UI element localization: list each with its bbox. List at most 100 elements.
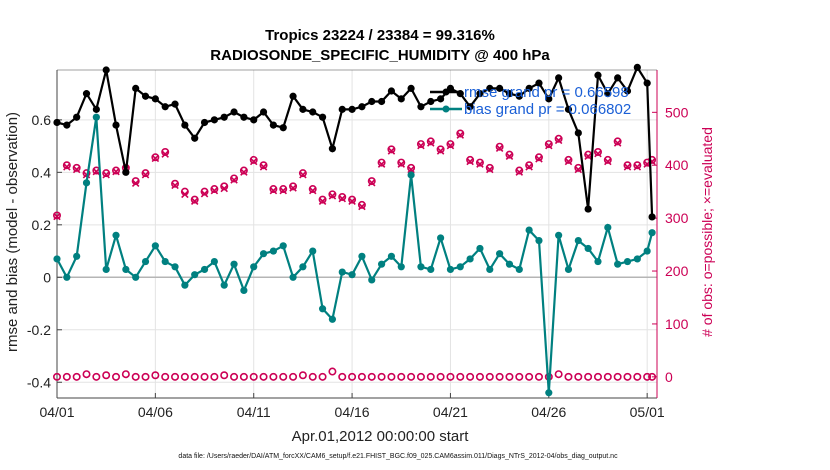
rmse-point — [171, 100, 179, 108]
obs-possible-point — [613, 137, 622, 146]
obs-evaluated-point — [377, 160, 386, 168]
obs-evaluated-point — [171, 181, 179, 190]
rmse-point — [358, 103, 366, 111]
bias-point — [604, 223, 612, 232]
obs-evaluated-point — [308, 186, 317, 195]
bias-point — [584, 244, 592, 253]
obs-possible-point — [416, 140, 425, 149]
obs-possible-point — [613, 372, 622, 381]
obs-possible-point — [475, 372, 484, 381]
right-y-tick-label: 200 — [665, 263, 689, 279]
y-axis-label: rmse and bias (model - observation) — [4, 112, 21, 352]
bias-point — [358, 252, 366, 260]
legend-bias-label: bias grand pr = 0.066802 — [464, 101, 631, 118]
obs-evaluated-point — [112, 167, 120, 176]
bias-point — [643, 247, 651, 255]
obs-possible-point — [249, 155, 258, 164]
rmse-point — [338, 105, 346, 113]
obs-evaluated-point — [259, 163, 268, 171]
bias-point — [377, 260, 386, 268]
obs-evaluated-point — [53, 212, 61, 221]
bias-point — [456, 263, 464, 271]
x-axis-label: Apr.01,2012 00:00:00 start — [292, 428, 470, 445]
bias-point — [309, 247, 317, 255]
obs-evaluated-point — [515, 168, 524, 176]
right-y-tick-label: 0 — [665, 369, 673, 385]
obs-possible-point — [200, 372, 209, 381]
obs-possible-point — [525, 372, 534, 381]
rmse-point — [535, 79, 543, 87]
bias-point — [112, 231, 120, 239]
obs-possible-point — [456, 129, 465, 138]
obs-possible-point — [456, 372, 465, 381]
obs-evaluated-point — [525, 163, 533, 171]
obs-possible-point — [367, 177, 376, 186]
bias-point — [279, 242, 287, 250]
obs-possible-point — [554, 134, 563, 143]
obs-evaluated-point — [190, 197, 199, 205]
obs-evaluated-point — [436, 147, 445, 155]
obs-possible-point — [495, 372, 504, 381]
obs-possible-point — [603, 155, 612, 164]
obs-possible-point — [564, 155, 573, 164]
y-tick-label: 0.4 — [32, 164, 52, 180]
bias-point — [505, 260, 514, 268]
obs-possible-point — [426, 372, 435, 381]
obs-evaluated-point — [230, 176, 238, 184]
bias-point — [259, 250, 268, 258]
obs-evaluated-point — [63, 163, 71, 171]
obs-possible-point — [416, 372, 425, 381]
obs-possible-point — [633, 161, 642, 170]
obs-possible-point — [62, 161, 71, 170]
bias-point — [92, 113, 100, 121]
bias-point — [564, 265, 573, 274]
y-tick-label: 0 — [43, 269, 51, 285]
obs-evaluated-point — [594, 149, 602, 158]
obs-possible-point — [210, 185, 219, 194]
obs-evaluated-point — [161, 150, 169, 158]
obs-possible-point — [377, 158, 386, 167]
obs-possible-point — [52, 372, 61, 381]
obs-evaluated-point — [574, 165, 583, 174]
bias-point — [181, 281, 189, 289]
obs-possible-point — [623, 161, 632, 170]
obs-possible-point — [92, 372, 101, 381]
rmse-point — [141, 92, 150, 100]
obs-possible-point — [328, 190, 337, 199]
obs-possible-point — [318, 372, 327, 381]
obs-evaluated-point — [240, 168, 248, 176]
bias-point — [318, 305, 327, 313]
rmse-point — [368, 97, 376, 106]
rmse-point — [269, 121, 277, 129]
obs-evaluated-point — [584, 152, 592, 160]
bias-point — [476, 244, 484, 253]
obs-possible-point — [171, 179, 180, 188]
rmse-point — [407, 84, 415, 92]
legend: rmse grand pr = 0.66598 bias grand pr = … — [430, 84, 631, 118]
obs-evaluated-point — [476, 160, 484, 168]
obs-possible-point — [180, 372, 189, 381]
right-y-tick-label: 300 — [665, 210, 689, 226]
bias-point — [171, 263, 179, 271]
right-y-tick-label: 400 — [665, 157, 689, 173]
obs-possible-point — [505, 372, 514, 381]
obs-possible-point — [308, 185, 317, 194]
legend-rmse-marker — [442, 88, 450, 96]
obs-possible-point — [220, 371, 229, 380]
obs-possible-point — [397, 372, 406, 381]
obs-evaluated-point — [131, 179, 140, 187]
obs-evaluated-point — [623, 163, 632, 171]
obs-possible-point — [141, 169, 150, 178]
obs-possible-point — [210, 372, 219, 381]
obs-possible-point — [505, 150, 514, 159]
rmse-point — [191, 134, 199, 142]
rmse-point — [112, 121, 120, 129]
obs-evaluated-point — [249, 157, 258, 166]
rmse-point — [466, 103, 474, 111]
obs-possible-point — [357, 372, 366, 381]
obs-possible-point — [259, 161, 268, 170]
bias-point — [407, 171, 415, 179]
obs-possible-point — [466, 372, 475, 381]
obs-evaluated-point — [279, 186, 287, 195]
obs-possible-point — [239, 372, 248, 381]
